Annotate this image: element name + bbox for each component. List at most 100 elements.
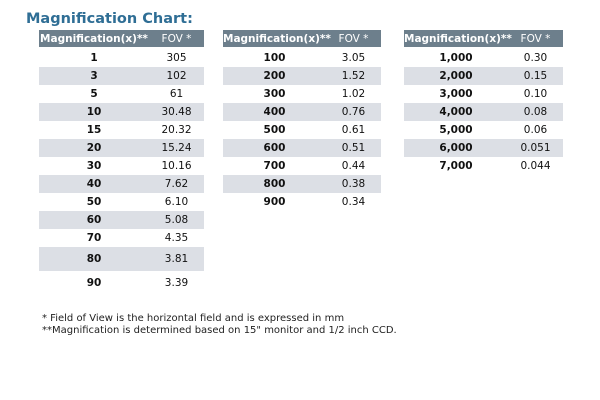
table-row: 80 3.81 [39,247,204,271]
table-header-row: Magnification(x)** FOV * [39,30,204,49]
table-row: 200 1.52 [223,67,381,85]
fov-cell: 3.05 [341,52,366,64]
table-row: 900 0.34 [223,193,381,211]
fov-cell: 0.08 [508,103,563,121]
magnification-column-header: Magnification(x)** [223,30,331,49]
table-row: 5 61 [39,85,204,103]
magnification-cell: 6,000 [404,139,508,157]
fov-cell: 6.10 [164,196,189,208]
table-row: 3 102 [39,67,204,85]
magnification-cell: 20 [39,139,149,157]
table-row: 10 30.48 [39,103,204,121]
table-row: 50 6.10 [39,193,204,211]
magnification-cell: 100 [263,52,286,64]
table-row: 6,000 0.051 [404,139,563,157]
table-row: 600 0.51 [223,139,381,157]
magnification-cell: 40 [39,175,149,193]
fov-cell: 0.10 [523,88,548,100]
fov-cell: 0.30 [523,52,548,64]
table-row: 15 20.32 [39,121,204,139]
table-header-row: Magnification(x)** FOV * [223,30,381,49]
magnification-cell: 50 [86,196,102,208]
fov-cell: 61 [169,88,184,100]
table-row: 60 5.08 [39,211,204,229]
fov-cell: 10.16 [161,160,192,172]
magnification-cell: 1,000 [439,52,473,64]
magnification-cell: 2,000 [404,67,508,85]
fov-cell: 0.044 [520,160,551,172]
fov-cell: 0.76 [326,103,381,121]
magnification-cell: 4,000 [404,103,508,121]
magnification-cell: 5,000 [439,124,473,136]
table-row: 700 0.44 [223,157,381,175]
magnification-table-1: Magnification(x)** FOV * 1 305 3 102 5 61 10 30… [39,30,204,295]
magnification-cell: 10 [39,103,149,121]
footnote-magnification: **Magnification is determined based on 1… [42,325,397,336]
magnification-cell: 80 [39,247,149,271]
fov-cell: 102 [149,67,204,85]
table-row: 400 0.76 [223,103,381,121]
table-row: 20 15.24 [39,139,204,157]
magnification-column-header: Magnification(x)** [39,30,149,49]
magnification-table-2: Magnification(x)** FOV * 100 3.05 200 1.52 3… [223,30,381,211]
fov-cell: 7.62 [149,175,204,193]
magnification-cell: 300 [263,88,286,100]
table-row: 5,000 0.06 [404,121,563,139]
magnification-cell: 400 [223,103,326,121]
fov-cell: 0.15 [508,67,563,85]
table-row: 3,000 0.10 [404,85,563,103]
fov-cell: 5.08 [149,211,204,229]
magnification-cell: 500 [263,124,286,136]
fov-cell: 305 [166,52,187,64]
magnification-cell: 3,000 [439,88,473,100]
fov-cell: 0.51 [326,139,381,157]
fov-cell: 4.35 [164,232,189,244]
fov-cell: 0.06 [523,124,548,136]
magnification-cell: 7,000 [439,160,473,172]
footnotes: * Field of View is the horizontal field … [42,313,397,337]
fov-cell: 3.39 [164,277,189,289]
magnification-table-3: Magnification(x)** FOV * 1,000 0.30 2,000 0… [404,30,563,175]
magnification-cell: 700 [263,160,286,172]
magnification-cell: 200 [223,67,326,85]
fov-cell: 0.38 [326,175,381,193]
table-row: 2,000 0.15 [404,67,563,85]
table-row: 30 10.16 [39,157,204,175]
page-title: Magnification Chart: [26,11,193,27]
fov-cell: 1.52 [326,67,381,85]
table-row: 500 0.61 [223,121,381,139]
fov-column-header: FOV * [149,30,204,49]
fov-cell: 30.48 [149,103,204,121]
fov-cell: 1.02 [341,88,366,100]
magnification-column-header: Magnification(x)** [404,30,512,49]
fov-cell: 0.44 [341,160,366,172]
fov-column-header: FOV * [508,30,563,49]
table-row: 40 7.62 [39,175,204,193]
fov-cell: 0.051 [508,139,563,157]
table-row: 1 305 [39,48,204,67]
table-row: 800 0.38 [223,175,381,193]
table-row: 4,000 0.08 [404,103,563,121]
fov-cell: 15.24 [149,139,204,157]
magnification-cell: 70 [86,232,102,244]
magnification-cell: 30 [86,160,102,172]
magnification-cell: 800 [223,175,326,193]
magnification-cell: 900 [263,196,286,208]
magnification-cell: 60 [39,211,149,229]
magnification-cell: 90 [86,277,102,289]
fov-cell: 0.34 [341,196,366,208]
magnification-cell: 15 [86,124,102,136]
fov-column-header: FOV * [326,30,381,49]
fov-cell: 3.81 [149,247,204,271]
table-row: 1,000 0.30 [404,48,563,67]
magnification-cell: 600 [223,139,326,157]
magnification-cell: 1 [90,52,98,64]
table-row: 100 3.05 [223,48,381,67]
table-row: 90 3.39 [39,271,204,295]
table-header-row: Magnification(x)** FOV * [404,30,563,49]
magnification-cell: 5 [90,88,98,100]
footnote-fov: * Field of View is the horizontal field … [42,313,345,324]
table-row: 300 1.02 [223,85,381,103]
fov-cell: 20.32 [161,124,192,136]
magnification-cell: 3 [39,67,149,85]
